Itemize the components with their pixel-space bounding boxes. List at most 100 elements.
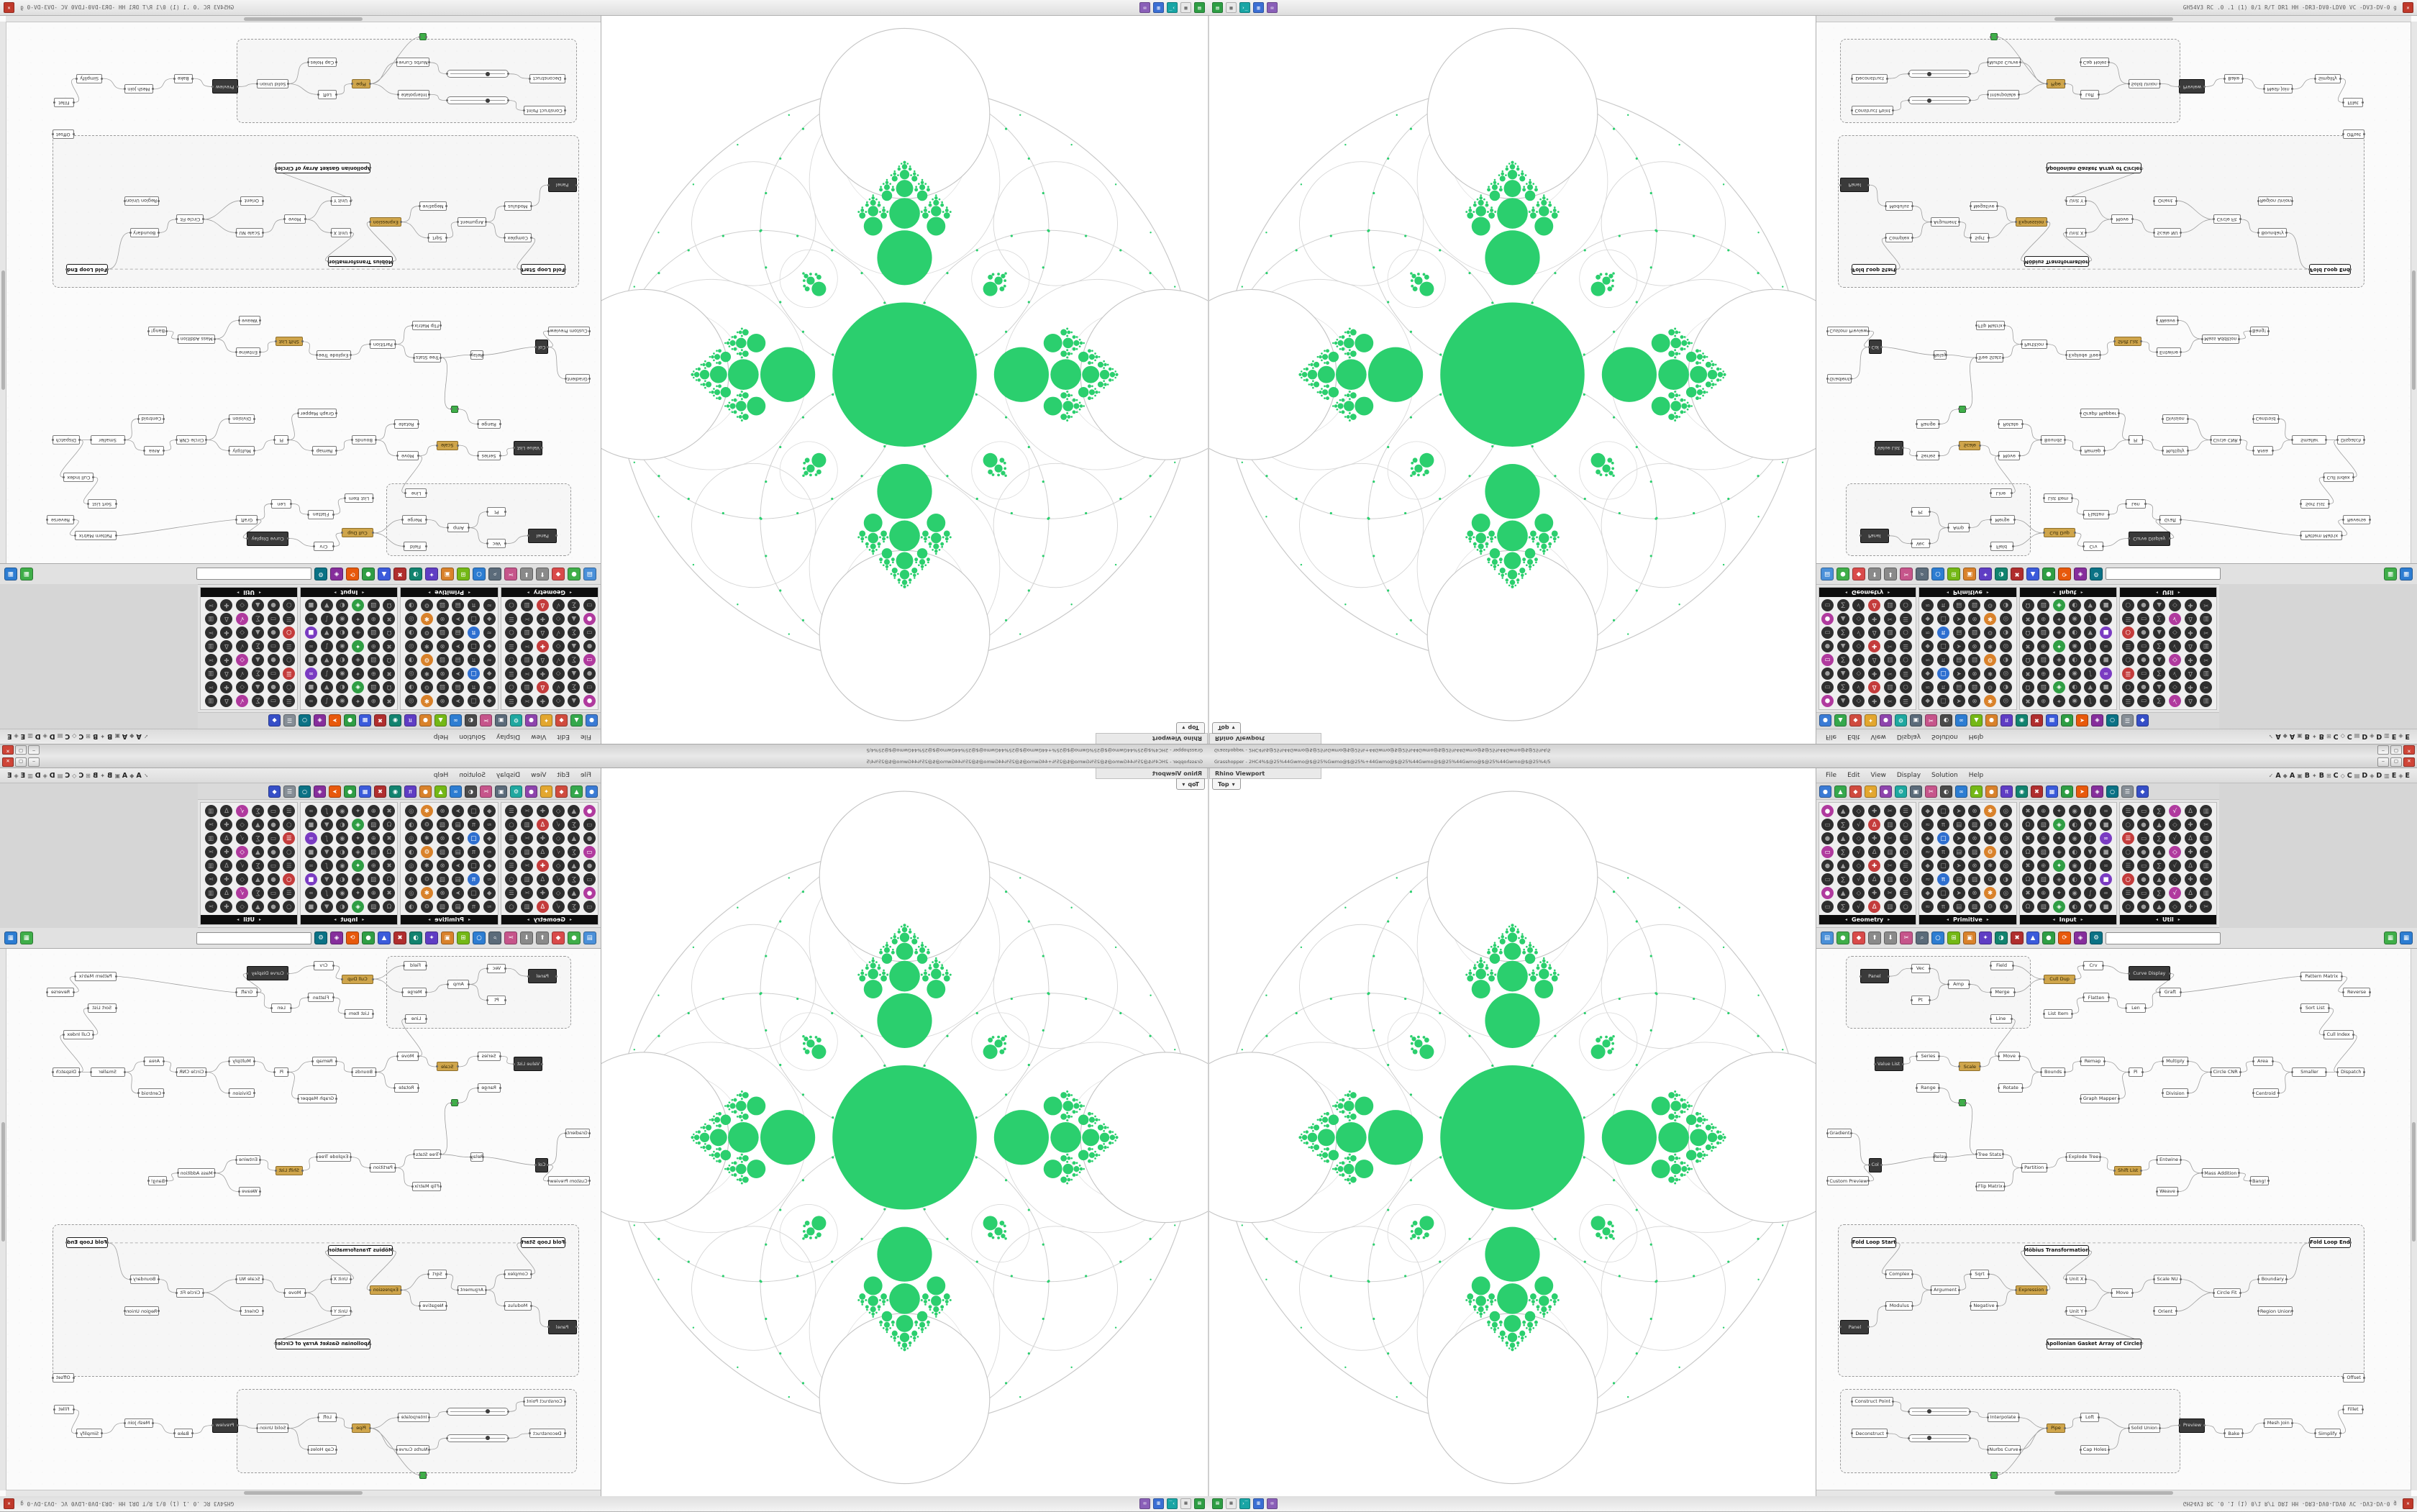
palette-component-icon[interactable]: ⊕ — [367, 887, 380, 899]
component-tab-icon-7[interactable]: ✂ — [480, 785, 492, 798]
palette-component-icon[interactable]: □ — [468, 695, 481, 707]
palette-component-icon[interactable]: ◇ — [552, 832, 565, 844]
palette-component-icon[interactable]: ▥ — [1883, 654, 1896, 666]
palette-component-icon[interactable]: ▲ — [1836, 668, 1849, 680]
component-tab-icon-15[interactable]: ▦ — [2046, 714, 2058, 727]
palette-component-icon[interactable]: Δ — [1868, 599, 1881, 611]
toolbar-icon-15[interactable]: ⟳ — [346, 568, 359, 580]
gh-node-series[interactable]: Series — [477, 451, 501, 461]
palette-component-icon[interactable]: ✦ — [352, 860, 365, 872]
gh-node-orient[interactable]: Orient — [240, 196, 263, 206]
palette-component-icon[interactable]: √ — [2168, 860, 2181, 872]
palette-component-icon[interactable]: ☰ — [2121, 668, 2134, 680]
palette-component-icon[interactable]: ☰ — [283, 668, 296, 680]
gh-node-fold-loop-start[interactable]: Fold Loop Start — [520, 1237, 565, 1249]
palette-component-icon[interactable]: ▨ — [1968, 819, 1981, 831]
palette-component-icon[interactable]: ◎ — [405, 805, 418, 817]
palette-component-icon[interactable]: ☰ — [505, 860, 518, 872]
component-tab-icon-17[interactable]: ➤ — [329, 714, 341, 727]
gh-node-remap[interactable]: Remap — [2080, 1057, 2106, 1067]
palette-component-icon[interactable]: ≈ — [1921, 846, 1934, 858]
quick-access-icon[interactable]: ✓ — [143, 772, 149, 779]
palette-component-icon[interactable]: ● — [2137, 681, 2150, 693]
palette-component-icon[interactable]: Δ — [536, 873, 549, 885]
gh-node[interactable] — [447, 96, 509, 105]
quick-access-letter-b[interactable]: B — [2304, 732, 2310, 741]
palette-component-icon[interactable]: ⊗ — [436, 860, 449, 872]
gh-node[interactable] — [447, 70, 509, 78]
palette-component-icon[interactable]: ⚙ — [1984, 627, 1997, 639]
palette-component-icon[interactable]: Δ — [2184, 887, 2197, 899]
gh-node-custom-preview[interactable]: Custom Preview — [547, 1176, 590, 1186]
component-tab-icon-0[interactable]: ● — [1819, 785, 1831, 798]
palette-component-icon[interactable]: ✂ — [204, 873, 217, 885]
toolbar-icon-4[interactable]: ⬇ — [1884, 932, 1897, 944]
toolbar-icon-0[interactable]: ▤ — [1821, 568, 1834, 580]
component-tab-icon-7[interactable]: ✂ — [480, 714, 492, 727]
gh-node-interpolate[interactable]: Interpolate — [1986, 1413, 2020, 1423]
gh-node-explode-tree[interactable]: Explode Tree — [316, 1152, 351, 1162]
palette-component-icon[interactable]: ● — [1821, 695, 1834, 707]
gh-node-unit-y[interactable]: Unit Y — [2065, 1306, 2088, 1316]
palette-component-icon[interactable]: ▥ — [1883, 627, 1896, 639]
palette-component-icon[interactable]: ∑ — [568, 819, 581, 831]
gh-node-col[interactable]: Col — [1868, 340, 1882, 355]
palette-component-icon[interactable]: ▥ — [1883, 599, 1896, 611]
gh-node-argument[interactable]: Argument — [1931, 217, 1960, 227]
palette-component-icon[interactable]: ▼ — [320, 627, 333, 639]
palette-component-icon[interactable]: ▲ — [2153, 901, 2166, 913]
component-tab-icon-5[interactable]: ⚙ — [1895, 714, 1907, 727]
palette-component-icon[interactable]: ✂ — [204, 681, 217, 693]
gh-node-gradient[interactable]: Gradient — [1827, 374, 1852, 384]
palette-component-icon[interactable]: ☰ — [505, 613, 518, 625]
palette-component-icon[interactable]: ▤ — [1952, 901, 1965, 913]
palette-component-icon[interactable]: ✚ — [1868, 887, 1881, 899]
palette-component-icon[interactable]: ◈ — [352, 654, 365, 666]
quick-access-letter-a[interactable]: A — [2289, 732, 2295, 741]
node-group[interactable] — [1837, 1224, 2364, 1377]
palette-component-icon[interactable]: ✚ — [536, 640, 549, 652]
palette-component-icon[interactable]: ▲ — [251, 627, 264, 639]
gh-node-cull-dup[interactable]: Cull Dup — [341, 974, 373, 984]
palette-component-icon[interactable]: ● — [2137, 627, 2150, 639]
palette-component-icon[interactable]: ▼ — [320, 599, 333, 611]
palette-component-icon[interactable]: ✦ — [352, 613, 365, 625]
palette-component-icon[interactable]: ≈ — [483, 846, 496, 858]
component-tab-icon-8[interactable]: ◐ — [1940, 714, 1952, 727]
gh-node-centroid[interactable]: Centroid — [138, 1088, 165, 1098]
menu-help[interactable]: Help — [433, 733, 449, 740]
gh-node-construct-point[interactable]: Construct Point — [523, 105, 565, 115]
vertical-scrollbar-thumb[interactable] — [1, 1121, 5, 1242]
palette-component-icon[interactable]: Ω — [2021, 654, 2034, 666]
gh-node-dispatch[interactable]: Dispatch — [2336, 1067, 2366, 1077]
gh-node-len[interactable]: Len — [2125, 498, 2146, 509]
palette-component-icon[interactable]: ▨ — [436, 681, 449, 693]
minimize-button[interactable]: ‒ — [2377, 757, 2389, 767]
quick-access-icon[interactable]: ▤ — [57, 772, 63, 779]
gh-node-line[interactable]: Line — [405, 1014, 427, 1024]
menu-help[interactable]: Help — [1968, 772, 1984, 779]
quick-access-icon[interactable]: ◆ — [129, 772, 135, 779]
palette-component-icon[interactable]: ∞ — [2100, 887, 2113, 899]
palette-component-icon[interactable]: ✚ — [2184, 654, 2197, 666]
palette-component-icon[interactable]: ▼ — [2084, 846, 2097, 858]
toolbar-icon-14[interactable]: ● — [2042, 568, 2055, 580]
gh-node-vec[interactable]: Vec — [1911, 539, 1930, 549]
quick-access-letter-a[interactable]: A — [2275, 732, 2281, 741]
gh-node-shift-list[interactable]: Shift List — [2114, 337, 2142, 347]
palette-component-icon[interactable]: ▥ — [521, 901, 534, 913]
palette-component-icon[interactable]: ☰ — [2121, 860, 2134, 872]
close-icon[interactable]: ✕ — [2403, 2, 2413, 13]
palette-component-icon[interactable]: ⚙ — [1984, 819, 1997, 831]
palette-component-icon[interactable]: ◇ — [1852, 613, 1865, 625]
gh-node-entwine[interactable]: Entwine — [235, 1155, 260, 1165]
palette-component-icon[interactable]: ⊗ — [436, 832, 449, 844]
palette-component-icon[interactable]: √ — [2168, 640, 2181, 652]
maximize-button[interactable]: ▢ — [2390, 757, 2402, 767]
gh-node-smaller[interactable]: Smaller — [2292, 435, 2327, 445]
quick-access-icon[interactable]: ✦ — [100, 772, 105, 779]
palette-component-icon[interactable]: π — [1936, 627, 1949, 639]
toolbar-icon-8[interactable]: ⊞ — [1947, 568, 1960, 580]
palette-component-icon[interactable]: ◎ — [405, 887, 418, 899]
gh-node[interactable] — [1908, 70, 1970, 78]
